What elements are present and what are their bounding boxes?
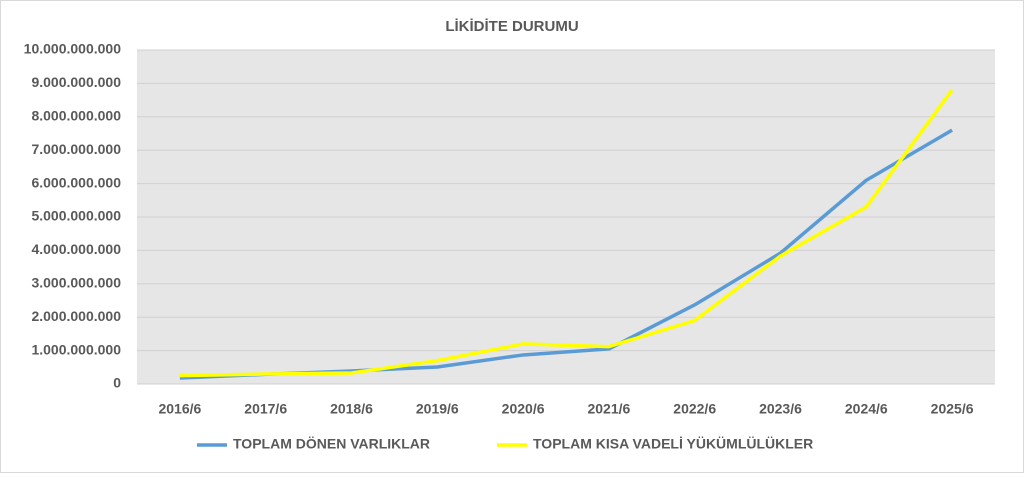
y-tick-label: 5.000.000.000 (31, 208, 121, 224)
y-tick-label: 4.000.000.000 (31, 241, 121, 257)
y-tick-label: 10.000.000.000 (24, 41, 122, 57)
y-tick-label: 9.000.000.000 (31, 74, 121, 90)
x-tick-label: 2021/6 (587, 401, 630, 417)
x-tick-label: 2025/6 (931, 401, 974, 417)
x-tick-label: 2017/6 (244, 401, 287, 417)
y-tick-label: 0 (113, 375, 121, 391)
legend-label: TOPLAM KISA VADELİ YÜKÜMLÜLÜKLER (533, 436, 813, 452)
x-tick-label: 2024/6 (845, 401, 888, 417)
y-tick-label: 1.000.000.000 (31, 341, 121, 357)
y-tick-label: 2.000.000.000 (31, 308, 121, 324)
x-tick-label: 2022/6 (673, 401, 716, 417)
x-tick-label: 2018/6 (330, 401, 373, 417)
x-tick-label: 2016/6 (158, 401, 201, 417)
x-tick-label: 2019/6 (416, 401, 459, 417)
x-tick-label: 2020/6 (502, 401, 545, 417)
y-tick-label: 8.000.000.000 (31, 108, 121, 124)
series-line (179, 89, 954, 378)
x-tick-label: 2023/6 (759, 401, 802, 417)
y-tick-label: 6.000.000.000 (31, 174, 121, 190)
y-tick-label: 3.000.000.000 (31, 275, 121, 291)
legend-label: TOPLAM DÖNEN VARLIKLAR (233, 436, 430, 452)
y-tick-label: 7.000.000.000 (31, 141, 121, 157)
chart-title: LİKİDİTE DURUMU (445, 18, 578, 35)
